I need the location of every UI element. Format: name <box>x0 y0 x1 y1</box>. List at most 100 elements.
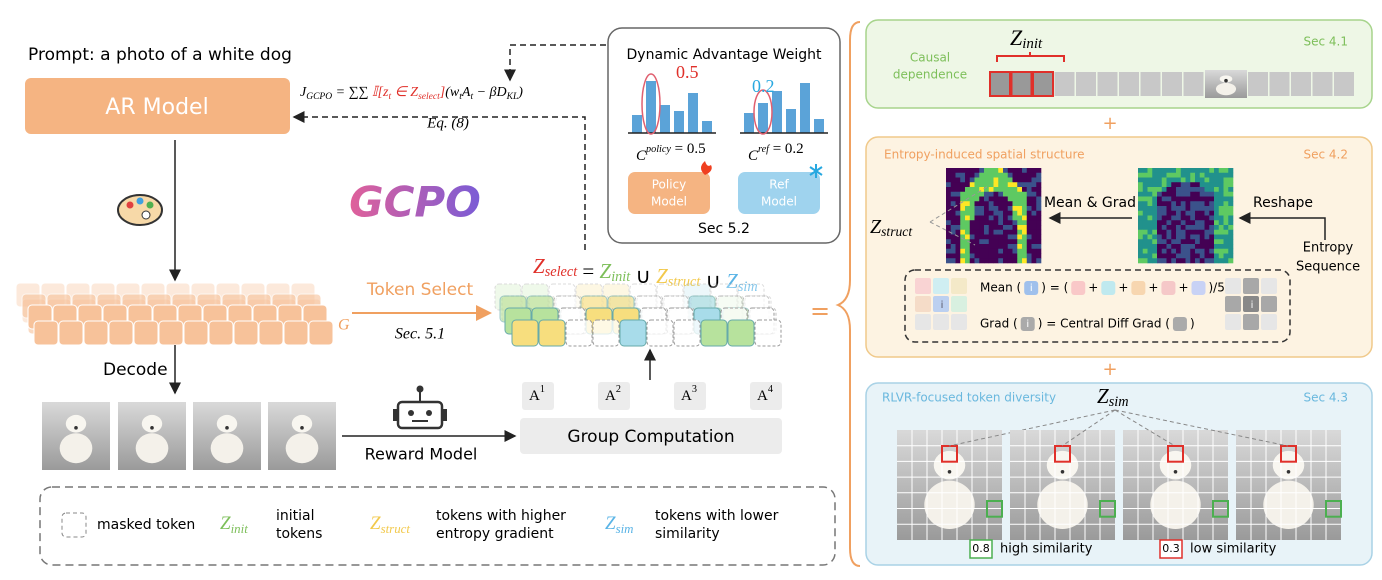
heat-cell <box>1190 229 1196 235</box>
heat-cell <box>979 172 985 178</box>
heat-cell <box>1152 253 1158 259</box>
heat-cell <box>1007 225 1013 231</box>
subscript: struct <box>668 274 702 290</box>
heat-cell <box>1026 234 1032 240</box>
mini-cell <box>933 278 949 294</box>
heat-cell <box>998 215 1004 221</box>
heat-cell <box>1022 244 1028 250</box>
heat-cell <box>993 210 999 216</box>
heat-cell <box>984 234 990 240</box>
heat-cell <box>1157 220 1163 226</box>
heat-cell <box>988 191 994 197</box>
heat-cell <box>1031 248 1037 254</box>
heat-cell <box>1223 229 1229 235</box>
heat-cell <box>1190 168 1196 174</box>
heat-cell <box>950 168 956 174</box>
token <box>1248 72 1268 96</box>
patch-green <box>1325 500 1342 518</box>
heat-cell <box>1166 234 1172 240</box>
heat-cell <box>969 258 975 264</box>
heat-cell <box>1142 196 1148 202</box>
heat-cell <box>1223 206 1229 212</box>
heat-cell <box>1214 229 1220 235</box>
heat-cell <box>988 244 994 250</box>
heat-cell <box>1022 201 1028 207</box>
dog-head <box>1046 450 1079 480</box>
token <box>1119 72 1139 96</box>
heat-cell <box>1026 182 1032 188</box>
heat-cell <box>1204 215 1210 221</box>
heat-cell <box>988 215 994 221</box>
heat-cell <box>1138 239 1144 245</box>
heat-cell <box>1166 168 1172 174</box>
heat-cell <box>1138 210 1144 216</box>
dog-nose <box>74 426 78 430</box>
heat-cell <box>1003 229 1009 235</box>
heat-cell <box>1190 172 1196 178</box>
heat-cell <box>1223 234 1229 240</box>
logo: GCPO <box>349 178 481 227</box>
token <box>1183 72 1204 96</box>
heat-cell <box>1209 172 1215 178</box>
heat-cell <box>1176 248 1182 254</box>
heat-cell <box>1022 196 1028 202</box>
heat-cell <box>1161 239 1167 245</box>
entropy-seq: Entropy <box>1303 241 1354 256</box>
heat-cell <box>1138 215 1144 221</box>
heat-cell <box>1152 225 1158 231</box>
heat-cell <box>1017 234 1023 240</box>
heat-cell <box>1026 258 1032 264</box>
symbol: Z <box>220 513 231 534</box>
heat-cell <box>1223 182 1229 188</box>
heat-cell <box>1171 172 1177 178</box>
heat-cell <box>1036 191 1042 197</box>
heat-cell <box>965 244 971 250</box>
heat-cell <box>1214 258 1220 264</box>
legend-symbol: Zinit <box>220 513 248 536</box>
heat-cell <box>1218 182 1224 188</box>
heat-cell <box>955 215 961 221</box>
heat-cell <box>1190 239 1196 245</box>
heat-cell <box>1209 206 1215 212</box>
heat-cell <box>1157 253 1163 259</box>
palette-icon <box>117 194 163 226</box>
heat-cell <box>1171 201 1177 207</box>
heat-cell <box>1022 210 1028 216</box>
heat-cell <box>1223 258 1229 264</box>
heat-cell <box>1195 196 1201 202</box>
heat-cell <box>950 225 956 231</box>
legend-desc: entropy gradient <box>436 526 554 542</box>
operator: ∪ <box>700 269 726 293</box>
objective: JGCPO = ∑∑ 𝕀[zt ∈ Zselect](wtAt − βDKL) <box>300 85 523 102</box>
heat-cell <box>1007 196 1013 202</box>
heat-cell <box>993 215 999 221</box>
color-box <box>1191 281 1206 295</box>
decode: Decode <box>103 360 168 380</box>
token <box>183 320 209 346</box>
heat-cell <box>955 182 961 188</box>
heat-cell <box>974 172 980 178</box>
heat-cell <box>1204 196 1210 202</box>
heat-cell <box>1228 177 1234 183</box>
heat-cell <box>1228 196 1234 202</box>
heat-cell <box>1003 182 1009 188</box>
heat-cell <box>993 220 999 226</box>
heat-cell <box>1138 177 1144 183</box>
color-box <box>1161 281 1176 295</box>
heat-cell <box>1185 182 1191 188</box>
heat-cell <box>1017 191 1023 197</box>
heat-cell <box>1031 220 1037 226</box>
heat-cell <box>1228 248 1234 254</box>
heat-cell <box>1195 244 1201 250</box>
heat-cell <box>1007 187 1013 193</box>
heat-cell <box>993 244 999 250</box>
token <box>1097 72 1118 96</box>
token <box>308 320 334 346</box>
dog-nose <box>947 470 952 474</box>
heat-cell <box>1161 191 1167 197</box>
heat-cell <box>974 191 980 197</box>
heat-cell <box>1190 234 1196 240</box>
heat-cell <box>1166 239 1172 245</box>
heat-cell <box>1199 201 1205 207</box>
heat-cell <box>1007 220 1013 226</box>
